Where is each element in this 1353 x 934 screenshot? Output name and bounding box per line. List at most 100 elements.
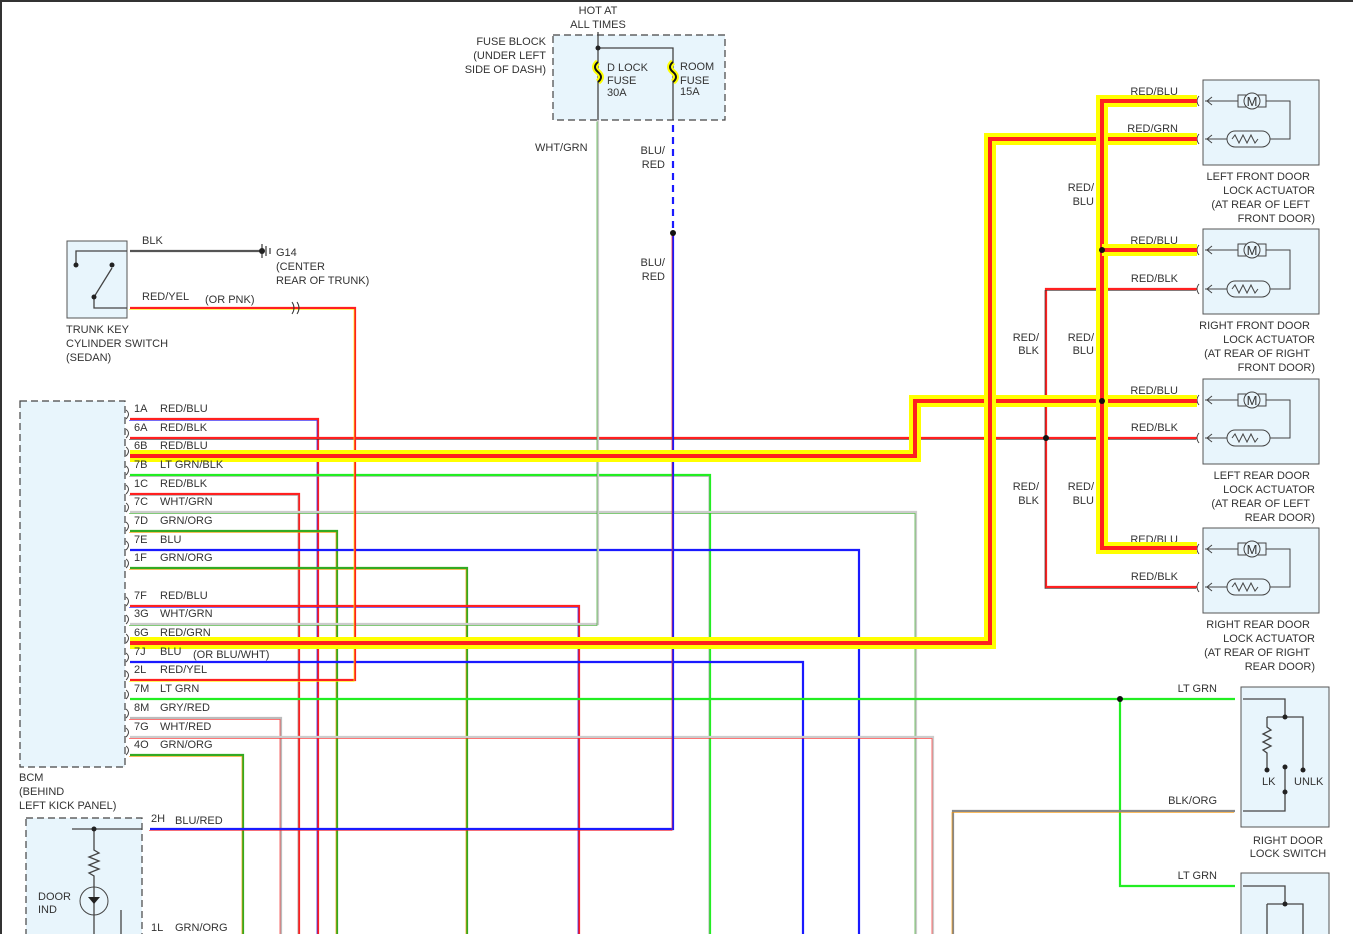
trunk-switch-label: TRUNK KEY — [66, 324, 130, 336]
wire-label: BLU — [1073, 345, 1094, 357]
fuse-block-label: SIDE OF DASH) — [465, 64, 546, 76]
motor-icon — [1243, 92, 1261, 110]
ground-label: REAR OF TRUNK) — [276, 275, 369, 287]
wire-label: RED/ — [1068, 481, 1095, 493]
red-blu-bus — [1100, 99, 1197, 550]
labels-layer: HOT AT ALL TIMES FUSE BLOCK (UNDER LEFT … — [19, 5, 1326, 934]
bcm-wire-7G — [130, 735, 935, 934]
connector-icon — [125, 428, 129, 439]
contact-dot — [91, 294, 97, 300]
bcm-pin-number: 7C — [134, 496, 148, 508]
bcm-pin-wire-color: WHT/GRN — [160, 496, 213, 508]
connector-icon — [125, 652, 129, 663]
junction-dot — [1043, 435, 1049, 441]
wire-note: (OR PNK) — [205, 294, 255, 306]
wire-stripe — [129, 495, 299, 934]
lt-grn-branch — [1118, 699, 1235, 888]
bcm-pin-number: 7F — [134, 590, 147, 602]
bcm-pin-wire-color: WHT/RED — [160, 721, 211, 733]
actuator-box — [1202, 228, 1320, 315]
pin-label: 2H — [151, 813, 165, 825]
connector-icon — [125, 614, 129, 625]
bcm-label: BCM — [19, 772, 43, 784]
resistor-icon — [1231, 283, 1259, 295]
bcm-pin-number: 7G — [134, 721, 149, 733]
actuator-label: REAR DOOR) — [1245, 512, 1315, 524]
connector-icon — [291, 301, 300, 315]
junctions-layer — [670, 230, 1123, 702]
bcm-wire-4O — [130, 753, 245, 934]
components-layer — [19, 32, 1330, 934]
bcm-pin-wire-color: LT GRN/BLK — [160, 459, 224, 471]
wire-stripe — [149, 234, 673, 831]
bcm-pin-number: 1A — [134, 403, 148, 415]
bcm-pin-wire-color: LT GRN — [160, 683, 199, 695]
bcm-pin-number: 1F — [134, 552, 147, 564]
junction-dot — [1099, 247, 1105, 253]
bcm-pin-number: 2L — [134, 664, 146, 676]
ground-dot — [259, 248, 265, 254]
actuator-label: (AT REAR OF RIGHT — [1204, 647, 1310, 659]
bcm-pin-number: 4O — [134, 739, 149, 751]
bcm-pin-note: (OR BLU/WHT) — [193, 649, 269, 661]
junction-dot — [1117, 696, 1123, 702]
connector-icon — [125, 633, 129, 644]
trunk-switch-label: (SEDAN) — [66, 352, 111, 364]
wire-stripe — [129, 569, 467, 934]
wire-label: RED/ — [1068, 332, 1095, 344]
junction-dot — [1099, 398, 1105, 404]
door-lock-actuator: M RED/BLU RED/BLK LEFT REAR DOOR LOCK ACTUAT… — [1130, 378, 1320, 524]
wire-stripe — [129, 309, 355, 682]
wire-label: BLU — [1073, 196, 1094, 208]
motor-icon: M — [1247, 243, 1258, 258]
fuse-icon — [669, 61, 677, 83]
actuator-label: LEFT REAR DOOR — [1214, 470, 1310, 482]
resistor-icon — [1231, 133, 1259, 145]
bcm-pin-labels: 1A RED/BLU 6A RED/BLK 6B RED/BLU 7B LT GRN/BLK 1… — [125, 403, 269, 756]
switch-circuit — [1243, 698, 1304, 934]
bcm-pin-number: 6A — [134, 422, 148, 434]
connector-icon — [125, 540, 129, 551]
bcm-pin-wire-color: WHT/GRN — [160, 608, 213, 620]
actuator-label: LOCK ACTUATOR — [1223, 633, 1315, 645]
bcm-pin-number: 6B — [134, 440, 147, 452]
wires-layer — [129, 120, 1235, 934]
wire-stripe — [129, 476, 710, 934]
wire-label: RED/ — [1013, 481, 1040, 493]
bcm-pin-wire-color: RED/YEL — [160, 664, 207, 676]
bcm-pin-number: 7B — [134, 459, 147, 471]
motor-icon: M — [1247, 542, 1258, 557]
wire-label: RED/ — [1068, 182, 1095, 194]
junction-dot — [670, 230, 676, 236]
junction-dot — [595, 45, 601, 51]
led-icon — [88, 897, 100, 904]
trunk-switch-label: CYLINDER SWITCH — [66, 338, 168, 350]
lk-label: LK — [1262, 776, 1276, 788]
bcm-wire-7E — [130, 548, 861, 934]
bcm-module — [19, 400, 126, 768]
bcm-label: LEFT KICK PANEL) — [19, 800, 116, 812]
wire-label: LT GRN — [1178, 870, 1217, 882]
hot-at-label: ALL TIMES — [570, 19, 626, 31]
connector-icon — [125, 670, 129, 681]
wire-stripe — [951, 812, 1234, 934]
bcm-pin-number: 7M — [134, 683, 149, 695]
connector-icon — [125, 708, 129, 719]
bcm-wire-1C — [130, 492, 301, 934]
junction-dot — [91, 826, 97, 832]
wire-stripe — [129, 738, 933, 934]
connector-icon — [125, 521, 129, 532]
bcm-wire-6B — [130, 399, 1197, 458]
actuator-label: LEFT FRONT DOOR — [1207, 171, 1311, 183]
actuator-label: (AT REAR OF RIGHT — [1204, 348, 1310, 360]
bcm-pin-wire-color: RED/BLK — [160, 478, 208, 490]
blu-red-wire — [150, 233, 675, 831]
fuse-block-label: (UNDER LEFT — [473, 50, 546, 62]
bcm-pin-number: 1C — [134, 478, 148, 490]
motor-icon — [1243, 540, 1261, 558]
bcm-pin-number: 8M — [134, 702, 149, 714]
actuator-label: FRONT DOOR) — [1238, 362, 1315, 374]
bcm-pin-wire-color: BLU — [160, 534, 181, 546]
